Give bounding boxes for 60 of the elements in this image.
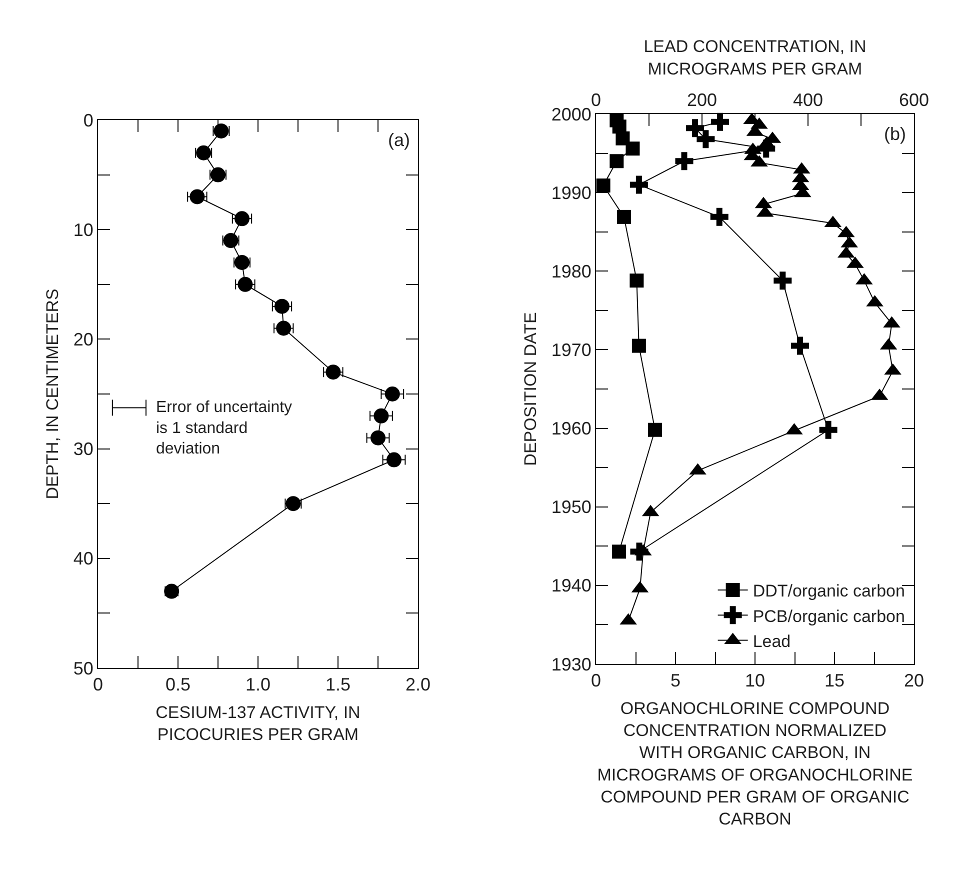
point (616, 131, 630, 146)
point (791, 336, 809, 355)
y-tick-label: 1970 (551, 340, 592, 360)
y-tick-label: 2000 (551, 104, 592, 124)
y-axis-title: DEPTH, IN CENTIMETERS (42, 288, 62, 500)
annotation: (a) (388, 130, 410, 150)
x-tick-label: 1.5 (325, 674, 351, 695)
x2-tick-label: 200 (686, 90, 718, 110)
point (274, 298, 290, 314)
x-axis-title: CESIUM-137 ACTIVITY, IN PICOCURIES PER GRAM (156, 703, 360, 744)
x-tick-label: 15 (824, 670, 845, 691)
x-tick-label: 20 (904, 670, 924, 691)
point (370, 430, 386, 446)
y-tick-label: 1980 (551, 261, 592, 282)
x2-tick-label: 600 (898, 90, 930, 110)
x2-axis-title: LEAD CONCENTRATION, IN MICROGRAMS PER GRAM (644, 37, 866, 78)
point (686, 119, 704, 138)
point (612, 544, 626, 559)
y-tick-label: 10 (73, 220, 94, 240)
point (386, 452, 402, 468)
point (384, 386, 400, 402)
point (675, 152, 694, 170)
y-axis-title: DEPOSITION DATE (520, 312, 540, 466)
point (630, 274, 644, 288)
x-tick-label: 0.5 (165, 674, 191, 695)
y-tick-label: 1950 (551, 497, 592, 518)
legend-label: DDT/organic carbon (752, 582, 905, 601)
y-tick-label: 30 (73, 439, 94, 460)
point (596, 178, 610, 192)
point (630, 176, 648, 194)
point (696, 130, 715, 148)
point (374, 408, 389, 424)
y-tick-label: 40 (73, 548, 94, 569)
x-axis-title: ORGANOCHLORINE COMPOUND CONCENTRATION NORMALIZED WITH ORGANIC CARBON, IN MICROGRAMS OF ORGANOCHLORINE COMPOUND PER GRAM OF ORGANIC CARBON (597, 699, 913, 828)
point (234, 211, 250, 226)
annotation: (b) (884, 124, 906, 144)
point (711, 112, 730, 131)
y-tick-label: 20 (73, 330, 94, 350)
y-tick-label: 1960 (551, 418, 592, 439)
point (648, 422, 662, 437)
legend-label: PCB/organic carbon (752, 606, 905, 626)
y-tick-label: 1940 (551, 576, 592, 596)
x2-tick-label: 400 (792, 90, 824, 110)
annotation: Error of uncertainty is 1 standard deviation (156, 399, 292, 458)
y-tick-label: 1930 (551, 654, 592, 674)
point (616, 210, 631, 224)
legend-label: Lead (752, 632, 791, 651)
point (774, 272, 792, 290)
y-tick-label: 0 (83, 110, 94, 130)
point (632, 338, 646, 353)
point (610, 154, 624, 168)
point (710, 208, 728, 226)
y-tick-label: 1990 (551, 182, 592, 203)
point (626, 142, 640, 156)
x-tick-label: 10 (744, 670, 766, 691)
point (819, 420, 838, 439)
x-tick-label: 1.0 (245, 674, 271, 695)
x-tick-label: 2.0 (405, 674, 431, 695)
y-tick-label: 50 (73, 658, 94, 678)
x-tick-label: 5 (670, 670, 681, 691)
